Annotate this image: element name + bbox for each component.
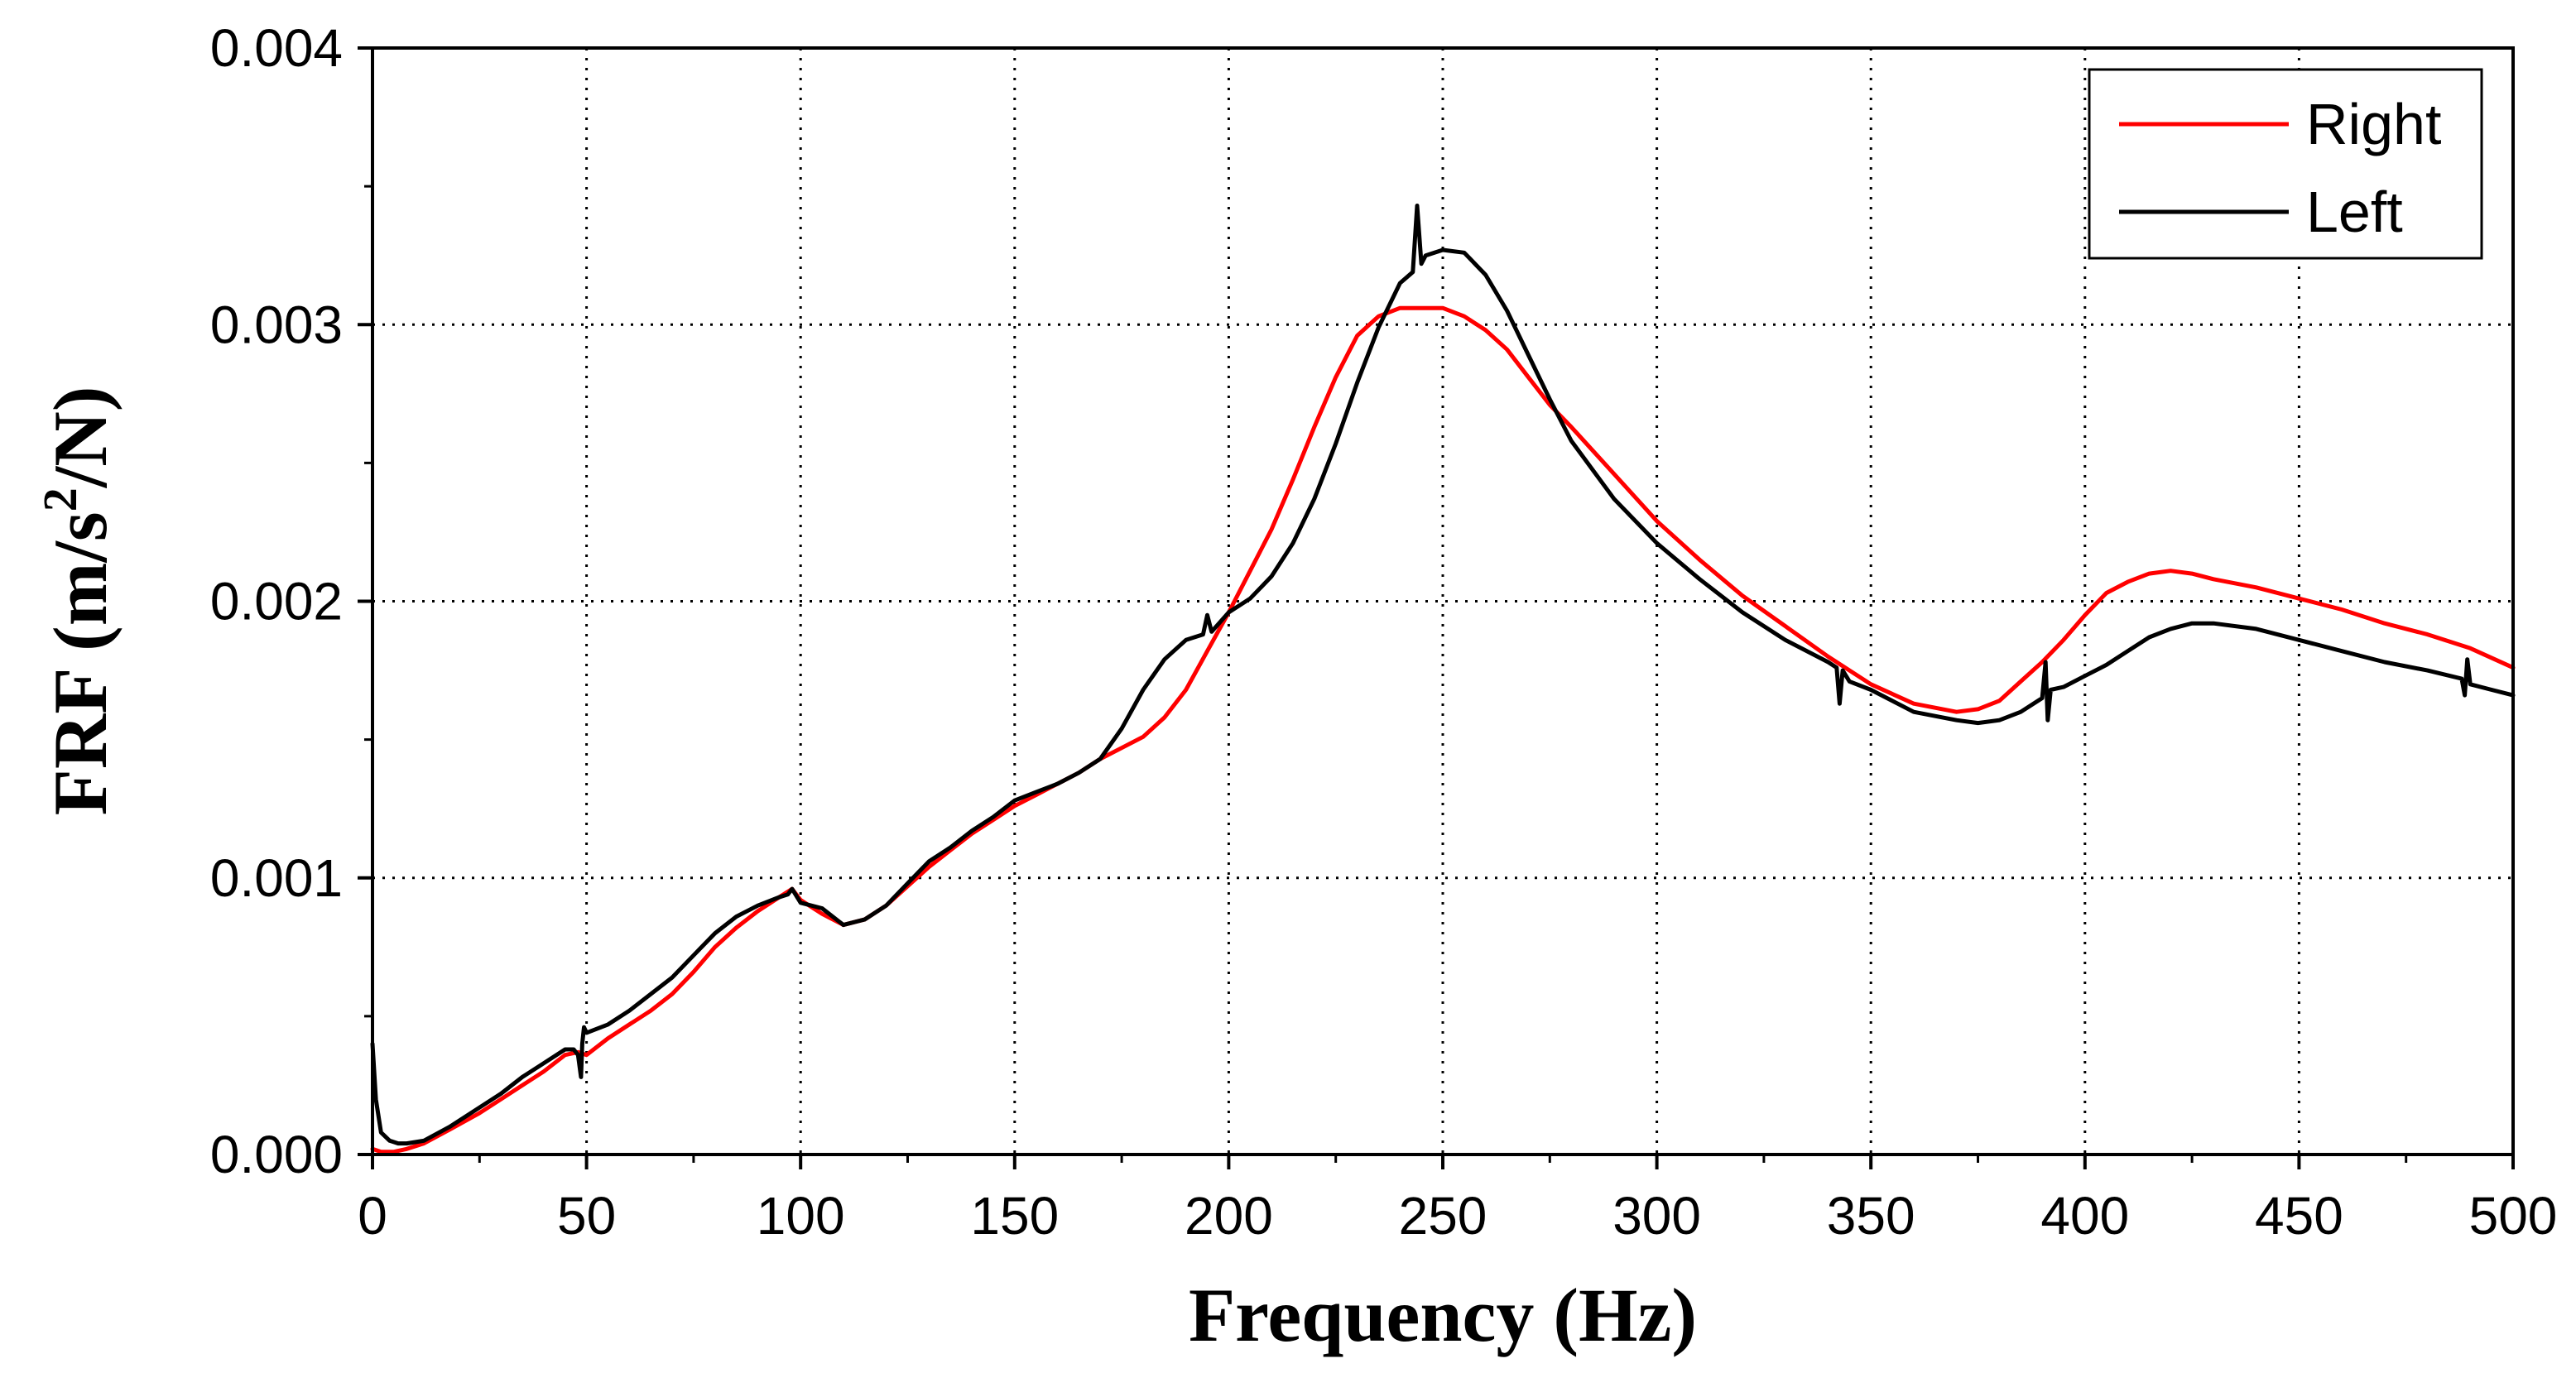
x-tick-label: 350 — [1827, 1186, 1915, 1246]
x-tick-label: 450 — [2255, 1186, 2343, 1246]
y-axis-title: FRF (m/s2/N) — [33, 386, 123, 816]
x-tick-label: 150 — [970, 1186, 1059, 1246]
legend-box — [2088, 68, 2483, 260]
x-tick-label: 100 — [757, 1186, 845, 1246]
y-axis-title-base: FRF (m/s — [38, 511, 123, 815]
y-axis-title-sup: 2 — [33, 487, 87, 511]
series-layer — [370, 204, 2516, 1155]
axis-ticks — [358, 46, 2515, 1169]
x-tick-label: 400 — [2040, 1186, 2129, 1246]
x-tick-label: 250 — [1399, 1186, 1487, 1246]
x-axis-title: Frequency (Hz) — [1189, 1273, 1697, 1357]
x-tick-label: 50 — [557, 1186, 616, 1246]
legend: Right Left — [2088, 68, 2483, 260]
series-line-left — [370, 204, 2516, 1146]
x-tick-label: 300 — [1612, 1186, 1701, 1246]
series-line-right — [370, 305, 2516, 1155]
y-tick-label: 0.004 — [210, 18, 343, 78]
y-tick-label: 0.000 — [210, 1125, 343, 1184]
legend-label-left: Left — [2306, 180, 2403, 244]
y-tick-label: 0.003 — [210, 295, 343, 354]
tick-labels: 0 50 100 150 200 250 300 350 400 450 500 0.000 0.001… — [210, 18, 2558, 1246]
x-tick-label: 200 — [1185, 1186, 1273, 1246]
legend-label-right: Right — [2306, 92, 2441, 156]
y-tick-label: 0.001 — [210, 848, 343, 908]
y-tick-label: 0.002 — [210, 572, 343, 631]
x-tick-label: 500 — [2469, 1186, 2558, 1246]
x-tick-label: 0 — [358, 1186, 387, 1246]
y-axis-title-tail: /N) — [38, 386, 123, 489]
